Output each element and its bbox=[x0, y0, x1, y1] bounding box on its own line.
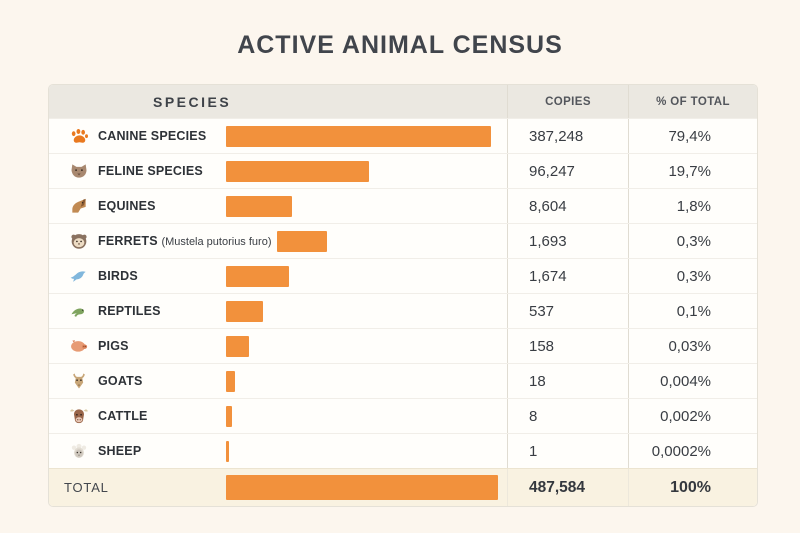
pct-value: 0,1% bbox=[628, 294, 757, 328]
table-row: PIGS 158 0,03% bbox=[49, 328, 757, 363]
species-label: FERRETS (Mustela putorius furo) bbox=[98, 234, 272, 248]
pct-value: 19,7% bbox=[628, 154, 757, 188]
pct-value: 0,004% bbox=[628, 364, 757, 398]
copies-value: 8,604 bbox=[507, 189, 628, 223]
species-label: REPTILES bbox=[98, 304, 161, 318]
pct-value: 79,4% bbox=[628, 119, 757, 153]
species-bar bbox=[226, 335, 249, 357]
sheep-icon bbox=[69, 441, 89, 461]
copies-value: 1,674 bbox=[507, 259, 628, 293]
bird-icon bbox=[69, 266, 89, 286]
cattle-icon bbox=[69, 406, 89, 426]
total-bar bbox=[226, 475, 498, 500]
copies-value: 537 bbox=[507, 294, 628, 328]
header-species: SPECIES bbox=[153, 93, 232, 110]
species-label: CATTLE bbox=[98, 409, 148, 423]
species-label: BIRDS bbox=[98, 269, 138, 283]
table-row: GOATS 18 0,004% bbox=[49, 363, 757, 398]
species-bar bbox=[226, 265, 289, 287]
horse-icon bbox=[69, 196, 89, 216]
total-label: TOTAL bbox=[64, 480, 109, 495]
table-header-row: SPECIES COPIES % OF TOTAL bbox=[49, 85, 757, 118]
pct-value: 0,0002% bbox=[628, 434, 757, 468]
header-pct: % OF TOTAL bbox=[628, 85, 757, 118]
species-bar bbox=[226, 405, 232, 427]
species-bar bbox=[226, 370, 235, 392]
copies-value: 18 bbox=[507, 364, 628, 398]
table-row: FELINE SPECIES 96,247 19,7% bbox=[49, 153, 757, 188]
copies-value: 387,248 bbox=[507, 119, 628, 153]
pct-value: 0,002% bbox=[628, 399, 757, 433]
table-row: SHEEP 1 0,0002% bbox=[49, 433, 757, 468]
species-label: FELINE SPECIES bbox=[98, 164, 203, 178]
table-row: CATTLE 8 0,002% bbox=[49, 398, 757, 433]
lizard-icon bbox=[69, 301, 89, 321]
ferret-icon bbox=[69, 231, 89, 251]
table-row: BIRDS 1,674 0,3% bbox=[49, 258, 757, 293]
species-bar bbox=[226, 160, 369, 182]
header-copies: COPIES bbox=[507, 85, 628, 118]
paw-icon bbox=[69, 126, 89, 146]
pct-value: 0,3% bbox=[628, 224, 757, 258]
species-bar bbox=[226, 195, 292, 217]
copies-value: 158 bbox=[507, 329, 628, 363]
pig-icon bbox=[69, 336, 89, 356]
table-row: EQUINES 8,604 1,8% bbox=[49, 188, 757, 223]
copies-value: 1,693 bbox=[507, 224, 628, 258]
pct-value: 0,3% bbox=[628, 259, 757, 293]
total-row: TOTAL 487,584 100% bbox=[49, 468, 757, 506]
species-label: GOATS bbox=[98, 374, 143, 388]
species-label: CANINE SPECIES bbox=[98, 129, 207, 143]
table-row: REPTILES 537 0,1% bbox=[49, 293, 757, 328]
species-bar bbox=[226, 300, 263, 322]
pct-value: 0,03% bbox=[628, 329, 757, 363]
copies-value: 1 bbox=[507, 434, 628, 468]
page-title: ACTIVE ANIMAL CENSUS bbox=[237, 31, 563, 59]
copies-value: 96,247 bbox=[507, 154, 628, 188]
pct-value: 1,8% bbox=[628, 189, 757, 223]
species-bar bbox=[226, 440, 229, 462]
species-bar bbox=[226, 125, 491, 147]
cat-icon bbox=[69, 161, 89, 181]
copies-value: 8 bbox=[507, 399, 628, 433]
species-label: PIGS bbox=[98, 339, 129, 353]
species-label: SHEEP bbox=[98, 444, 142, 458]
table-row: FERRETS (Mustela putorius furo) 1,693 0,… bbox=[49, 223, 757, 258]
species-bar bbox=[277, 230, 328, 252]
species-label: EQUINES bbox=[98, 199, 156, 213]
census-table: SPECIES COPIES % OF TOTAL CANINE SPECIES… bbox=[48, 84, 758, 507]
goat-icon bbox=[69, 371, 89, 391]
total-pct-value: 100% bbox=[628, 469, 757, 506]
total-copies-value: 487,584 bbox=[507, 469, 628, 506]
table-row: CANINE SPECIES 387,248 79,4% bbox=[49, 118, 757, 153]
